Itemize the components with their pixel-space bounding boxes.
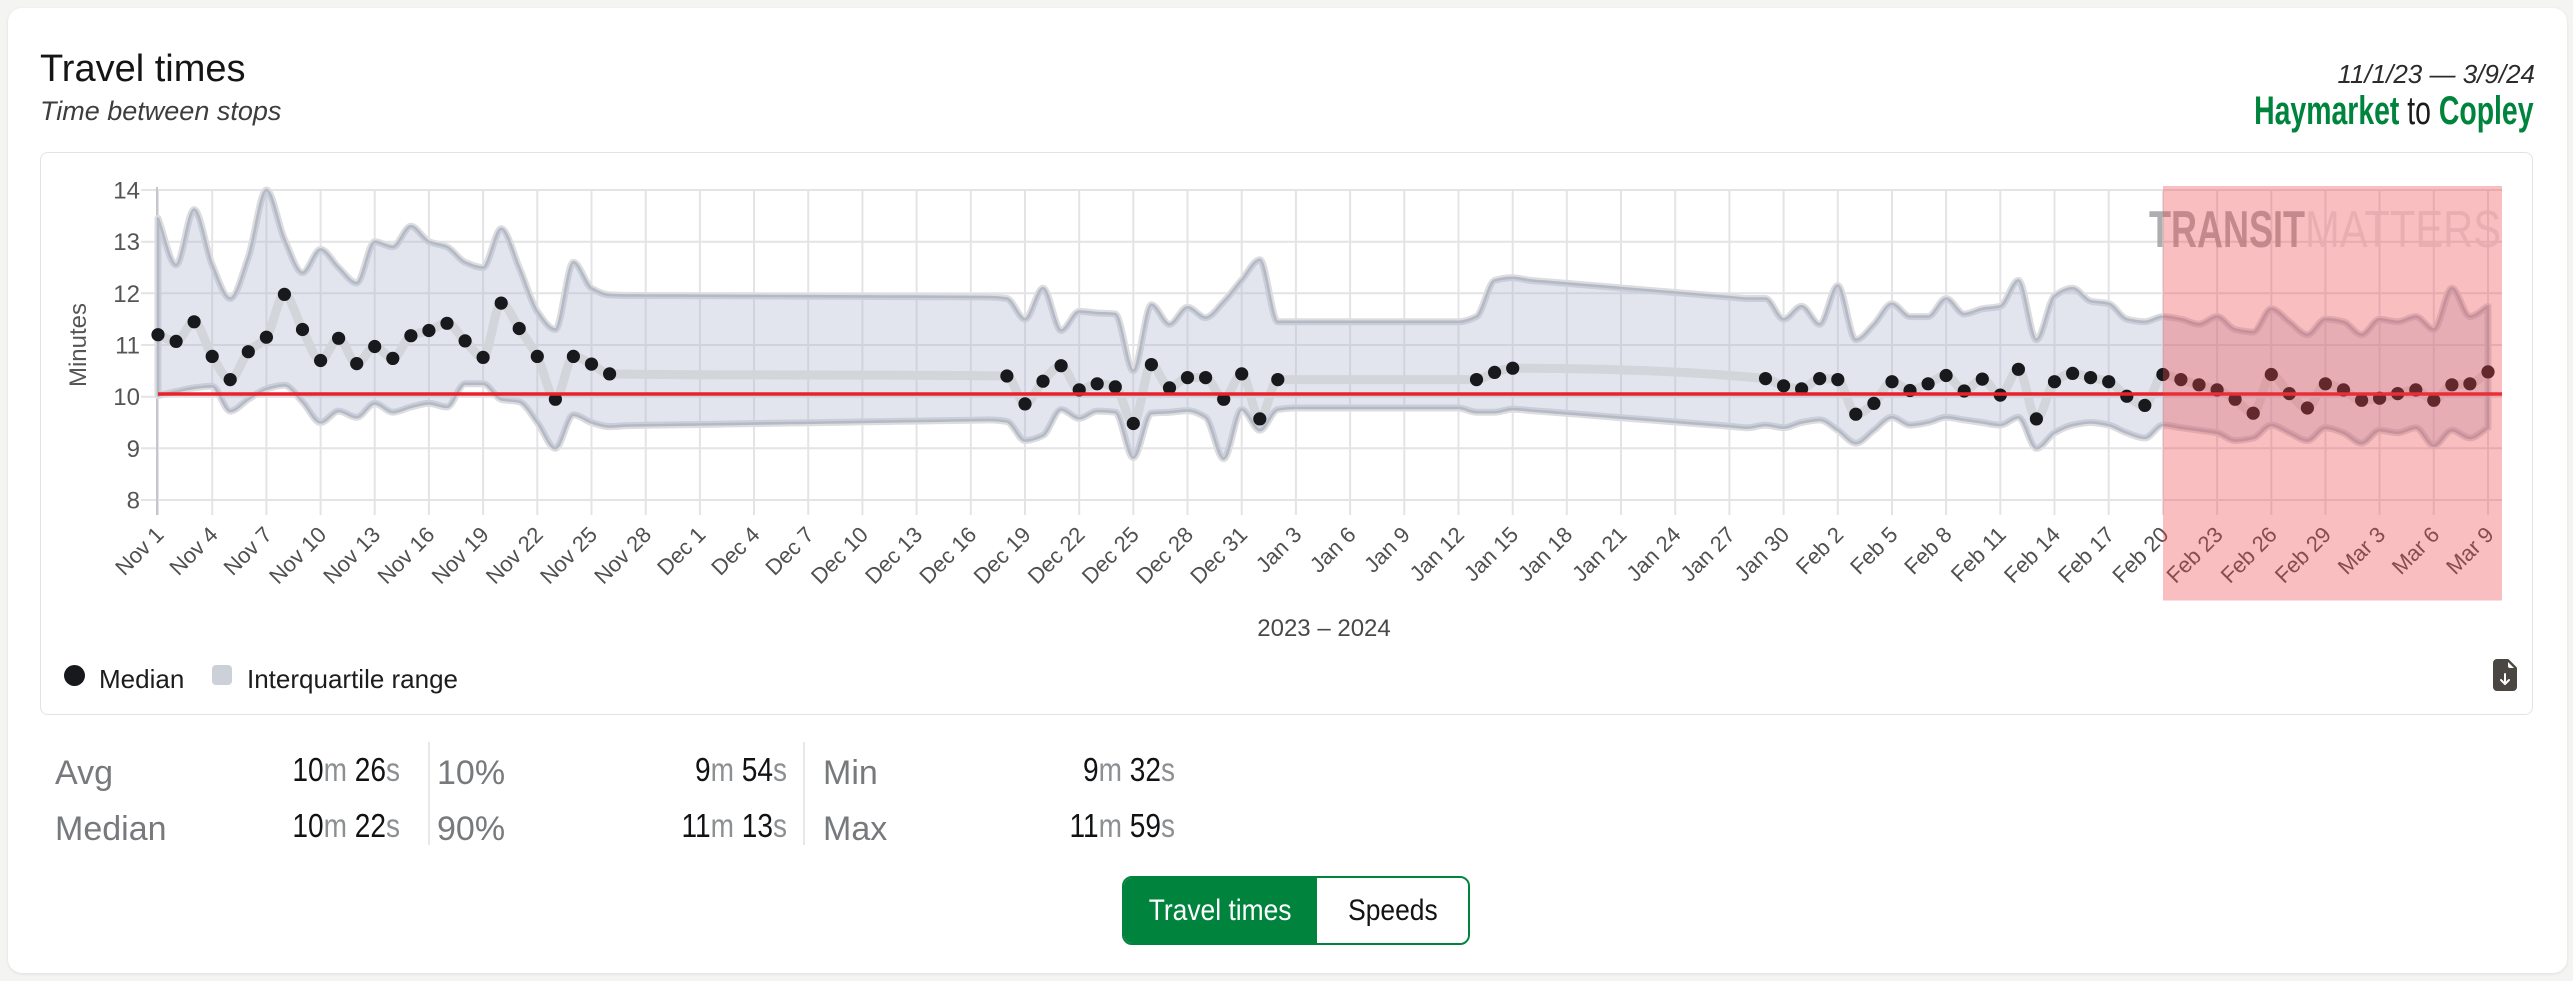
svg-text:Nov 28: Nov 28 <box>589 522 656 589</box>
svg-text:Dec 10: Dec 10 <box>806 522 873 589</box>
svg-text:Feb 14: Feb 14 <box>1999 522 2065 588</box>
svg-text:8: 8 <box>127 488 140 515</box>
svg-text:Nov 19: Nov 19 <box>427 522 494 589</box>
svg-text:11: 11 <box>115 333 140 360</box>
svg-text:Dec 25: Dec 25 <box>1077 522 1144 589</box>
svg-text:Feb 17: Feb 17 <box>2053 522 2119 588</box>
svg-text:Nov 16: Nov 16 <box>372 522 439 589</box>
svg-text:Dec 4: Dec 4 <box>706 522 764 580</box>
svg-text:Nov 4: Nov 4 <box>164 522 222 580</box>
svg-text:Jan 3: Jan 3 <box>1251 522 1307 578</box>
svg-text:Feb 5: Feb 5 <box>1845 522 1902 579</box>
svg-text:Dec 22: Dec 22 <box>1023 522 1090 589</box>
svg-text:Jan 27: Jan 27 <box>1676 522 1740 586</box>
svg-text:2023 – 2024: 2023 – 2024 <box>1257 615 1390 642</box>
svg-text:Dec 31: Dec 31 <box>1185 522 1252 589</box>
svg-text:14: 14 <box>113 178 140 205</box>
svg-text:Dec 13: Dec 13 <box>860 522 927 589</box>
svg-text:12: 12 <box>113 281 140 308</box>
svg-text:TRANSIT: TRANSIT <box>2149 201 2305 259</box>
svg-text:Dec 19: Dec 19 <box>969 522 1036 589</box>
svg-text:Minutes: Minutes <box>65 303 92 387</box>
svg-text:Dec 1: Dec 1 <box>652 522 710 580</box>
svg-text:Nov 22: Nov 22 <box>481 522 548 589</box>
svg-text:10: 10 <box>113 384 140 411</box>
svg-text:Jan 30: Jan 30 <box>1730 522 1794 586</box>
svg-text:Dec 16: Dec 16 <box>914 522 981 589</box>
svg-text:Jan 15: Jan 15 <box>1459 522 1523 586</box>
svg-text:Jan 12: Jan 12 <box>1405 522 1469 586</box>
svg-text:MATTERS: MATTERS <box>2305 201 2501 259</box>
svg-text:Jan 6: Jan 6 <box>1305 522 1361 578</box>
svg-text:Jan 18: Jan 18 <box>1513 522 1577 586</box>
svg-text:13: 13 <box>113 229 140 256</box>
svg-text:Jan 21: Jan 21 <box>1567 522 1631 586</box>
svg-text:Jan 24: Jan 24 <box>1621 522 1685 586</box>
svg-text:Nov 13: Nov 13 <box>318 522 385 589</box>
svg-text:Nov 1: Nov 1 <box>110 522 168 580</box>
svg-text:Feb 11: Feb 11 <box>1946 522 2011 587</box>
svg-text:Dec 28: Dec 28 <box>1131 522 1198 589</box>
svg-text:Nov 25: Nov 25 <box>535 522 602 589</box>
svg-text:9: 9 <box>127 436 140 463</box>
svg-text:Nov 10: Nov 10 <box>264 522 331 589</box>
svg-text:Feb 2: Feb 2 <box>1791 522 1848 579</box>
